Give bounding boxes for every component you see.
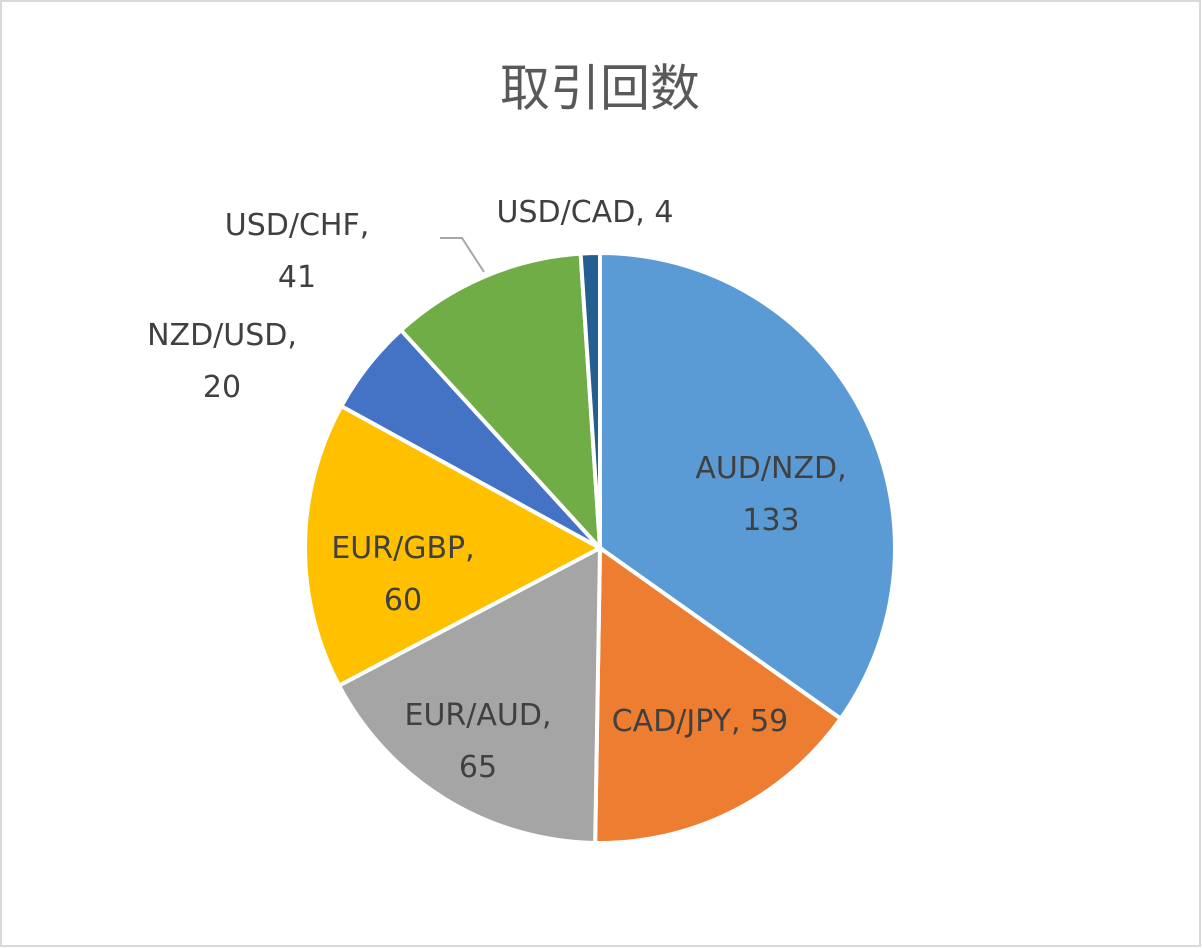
pie-slice [598,250,897,722]
data-label: USD/CAD, 4 [496,195,674,230]
pie-slice [336,544,603,845]
pie-slice [578,250,602,549]
pie-slice [303,403,605,689]
pie-slice [398,251,603,554]
pie-slice [593,544,844,845]
leader-line [440,237,485,273]
chart-title: 取引回数 [500,60,700,118]
data-label: EUR/AUD, 65 [404,698,552,785]
data-label: EUR/GBP, 60 [331,531,475,618]
data-label: USD/CHF, 41 [224,208,370,295]
data-label: NZD/USD, 20 [147,318,297,405]
data-label: AUD/NZD, 133 [695,451,847,538]
data-label: CAD/JPY, 59 [611,704,789,739]
